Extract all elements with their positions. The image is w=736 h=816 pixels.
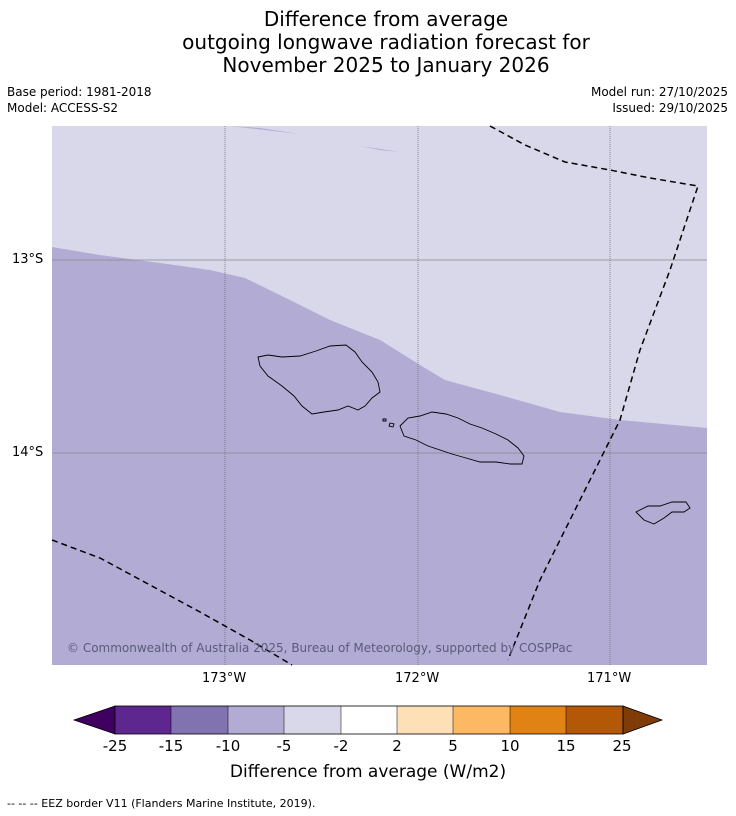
lat-label-13s: 13°S [12, 252, 44, 267]
islet-apolima [382, 418, 387, 422]
meta-right: Model run: 27/10/2025 Issued: 29/10/2025 [591, 84, 728, 116]
lat-label-14s: 14°S [12, 445, 44, 460]
title-line-3: November 2025 to January 2026 [222, 53, 550, 77]
islet-manono [388, 422, 395, 428]
cb-tick-label: -5 [276, 737, 292, 755]
colorbar-segment-8 [510, 706, 566, 734]
colorbar-outline [114, 705, 624, 735]
cb-tick-label: -2 [333, 737, 349, 755]
title-line-2: outgoing longwave radiation forecast for [182, 30, 590, 54]
colorbar-segment-2 [171, 706, 228, 734]
map-title: Difference from average outgoing longwav… [0, 8, 736, 77]
cb-tick-label: -10 [215, 737, 241, 755]
cb-tick-label: -25 [102, 737, 128, 755]
colorbar-extend-high [622, 705, 664, 735]
colorbar-segment-3 [228, 706, 284, 734]
colorbar-segment-6 [397, 706, 453, 734]
colorbar [72, 705, 664, 735]
cb-tick-label: -15 [158, 737, 184, 755]
lon-label-172w: 172°W [395, 671, 440, 686]
lon-label-171w: 171°W [587, 671, 632, 686]
island-tutuila [635, 501, 691, 525]
colorbar-segment-4 [284, 706, 341, 734]
cb-tick-label: 15 [556, 737, 576, 755]
cb-tick-label: 10 [500, 737, 520, 755]
colorbar-title: Difference from average (W/m2) [229, 762, 507, 782]
island-savaii [257, 344, 381, 415]
eez-footnote: -- -- -- EEZ border V11 (Flanders Marine… [7, 797, 316, 810]
cb-tick-label: 25 [612, 737, 632, 755]
colorbar-segment-9 [566, 706, 623, 734]
base-period: Base period: 1981-2018 [7, 85, 152, 99]
eez-border-north-east [489, 125, 699, 661]
cb-tick-label: 2 [392, 737, 402, 755]
title-line-1: Difference from average [263, 7, 509, 31]
model-run: Model run: 27/10/2025 [590, 85, 728, 99]
region-light-category [52, 126, 707, 428]
colorbar-extend-low [72, 705, 116, 735]
issued-date: Issued: 29/10/2025 [612, 101, 728, 115]
island-upolu [399, 411, 525, 465]
model-name: Model: ACCESS-S2 [7, 101, 119, 115]
eez-border-south-west [51, 539, 293, 666]
meta-left: Base period: 1981-2018 Model: ACCESS-S2 [7, 84, 152, 116]
lon-label-173w: 173°W [202, 671, 247, 686]
copyright-text: © Commonwealth of Australia 2025, Bureau… [67, 641, 573, 655]
colorbar-segment-1 [115, 706, 171, 734]
colorbar-segment-7 [453, 706, 510, 734]
cb-tick-label: 5 [448, 737, 458, 755]
colorbar-segment-5 [341, 706, 397, 734]
